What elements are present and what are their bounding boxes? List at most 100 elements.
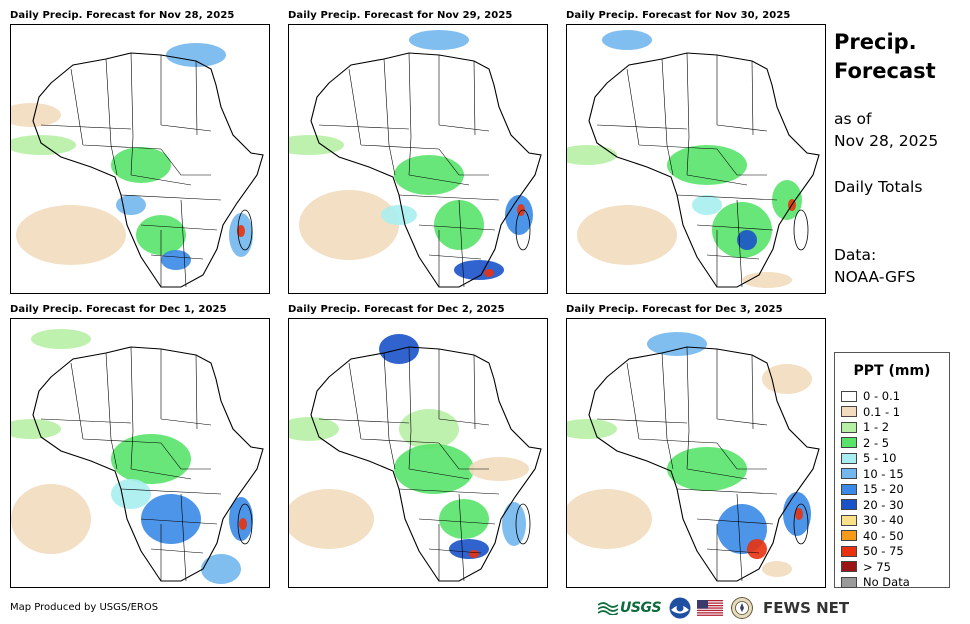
- madagascar-outline: [515, 209, 531, 251]
- country-borders: [318, 346, 500, 582]
- precip-patch: [567, 419, 617, 439]
- usgs-wave-icon: [598, 602, 618, 615]
- as-of-value: Nov 28, 2025: [834, 132, 939, 150]
- fews-net-logo: FEWS NET: [763, 599, 850, 617]
- precip-patch: [434, 200, 484, 250]
- panel-title: Daily Precip. Forecast for Nov 28, 2025: [10, 10, 235, 21]
- precip-patch: [762, 364, 812, 394]
- data-value: NOAA-GFS: [834, 268, 916, 286]
- precip-patch: [201, 554, 241, 584]
- precip-patch: [166, 43, 226, 67]
- precip-patch: [795, 508, 803, 520]
- precip-patch: [11, 484, 91, 554]
- legend-swatch: [841, 514, 857, 526]
- legend-swatch: [841, 545, 857, 557]
- state-dept-seal-icon: [731, 597, 754, 619]
- side-title-line1: Precip.: [834, 30, 917, 54]
- legend-item: > 75: [841, 560, 891, 574]
- country-borders: [596, 52, 778, 288]
- madagascar-outline: [515, 503, 531, 545]
- legend-label: No Data: [863, 575, 910, 589]
- precip-patch: [116, 195, 146, 215]
- precip-patch: [502, 502, 526, 546]
- precip-map: [288, 24, 548, 294]
- legend-item: 5 - 10: [841, 451, 896, 465]
- data-source: Data: NOAA-GFS: [834, 244, 915, 288]
- legend-item: 2 - 5: [841, 436, 889, 450]
- country-borders: [40, 346, 222, 582]
- precip-patch: [772, 180, 802, 220]
- side-title-line2: Forecast: [834, 59, 936, 83]
- legend-item: 10 - 15: [841, 467, 904, 481]
- precip-patch: [439, 499, 489, 539]
- precip-patch: [399, 409, 459, 449]
- legend-label: 2 - 5: [863, 435, 890, 450]
- precip-patch: [469, 457, 529, 481]
- precip-patch: [11, 419, 61, 439]
- precip-patch: [111, 434, 191, 484]
- madagascar-outline: [237, 209, 253, 251]
- precip-patch: [449, 539, 489, 559]
- precip-patch: [567, 145, 617, 165]
- legend-item: 20 - 30: [841, 498, 904, 512]
- precip-patch: [762, 561, 792, 577]
- legend-swatch: [841, 421, 857, 433]
- panel-title: Daily Precip. Forecast for Dec 3, 2025: [566, 304, 783, 315]
- precip-patch: [692, 195, 722, 215]
- usgs-logo-text: USGS: [620, 600, 662, 616]
- legend-item: No Data: [841, 575, 910, 589]
- precip-patch: [469, 550, 479, 558]
- precip-patch: [381, 205, 417, 225]
- precip-patch: [141, 494, 201, 544]
- as-of-label: as of: [834, 110, 872, 128]
- data-label: Data:: [834, 246, 877, 264]
- precip-patch: [394, 155, 464, 195]
- legend-item: 40 - 50: [841, 529, 904, 543]
- legend-label: 5 - 10: [863, 451, 897, 465]
- africa-outline: [588, 52, 820, 288]
- legend-swatch: [841, 452, 857, 464]
- legend-label: 20 - 30: [863, 497, 904, 512]
- legend-item: 0 - 0.1: [841, 389, 900, 403]
- legend-label: > 75: [863, 559, 891, 574]
- legend-item: 30 - 40: [841, 513, 904, 527]
- credit-text: Map Produced by USGS/EROS: [10, 602, 159, 613]
- legend-label: 10 - 15: [863, 466, 904, 481]
- precip-patch: [289, 135, 344, 155]
- legend-swatch: [841, 499, 857, 510]
- precip-patch: [289, 489, 374, 549]
- legend-item: 15 - 20: [841, 482, 904, 496]
- panel-title: Daily Precip. Forecast for Nov 30, 2025: [566, 10, 791, 21]
- legend-swatch: [841, 390, 857, 402]
- precip-patch: [667, 145, 747, 185]
- legend-swatch: [841, 468, 857, 479]
- legend-item: 1 - 2: [841, 420, 889, 434]
- panel-title: Daily Precip. Forecast for Nov 29, 2025: [288, 10, 513, 21]
- legend-label: 30 - 40: [863, 513, 904, 527]
- precip-map: [10, 24, 270, 294]
- precip-patch: [647, 332, 707, 356]
- africa-outline: [32, 52, 264, 288]
- precip-patch: [111, 147, 171, 183]
- precip-map: [566, 24, 826, 294]
- precip-patch: [237, 225, 245, 237]
- legend-label: 1 - 2: [863, 420, 890, 434]
- madagascar-outline: [793, 209, 809, 251]
- legend-label: 15 - 20: [863, 482, 904, 496]
- panel-title: Daily Precip. Forecast for Dec 2, 2025: [288, 304, 505, 315]
- africa-outline: [310, 346, 542, 582]
- africa-outline: [32, 346, 264, 582]
- precip-patch: [289, 417, 339, 441]
- legend-label: 0.1 - 1: [863, 404, 901, 419]
- us-flag-icon: [697, 600, 724, 616]
- precip-patch: [484, 269, 494, 277]
- precip-map: [288, 318, 548, 588]
- legend-swatch: [841, 406, 857, 417]
- precip-map: [10, 318, 270, 588]
- madagascar-outline: [237, 503, 253, 545]
- country-borders: [318, 52, 500, 288]
- as-of-date: as of Nov 28, 2025: [834, 108, 938, 152]
- noaa-logo-icon: [669, 597, 691, 619]
- precip-patch: [161, 250, 191, 270]
- legend-label: 40 - 50: [863, 528, 904, 543]
